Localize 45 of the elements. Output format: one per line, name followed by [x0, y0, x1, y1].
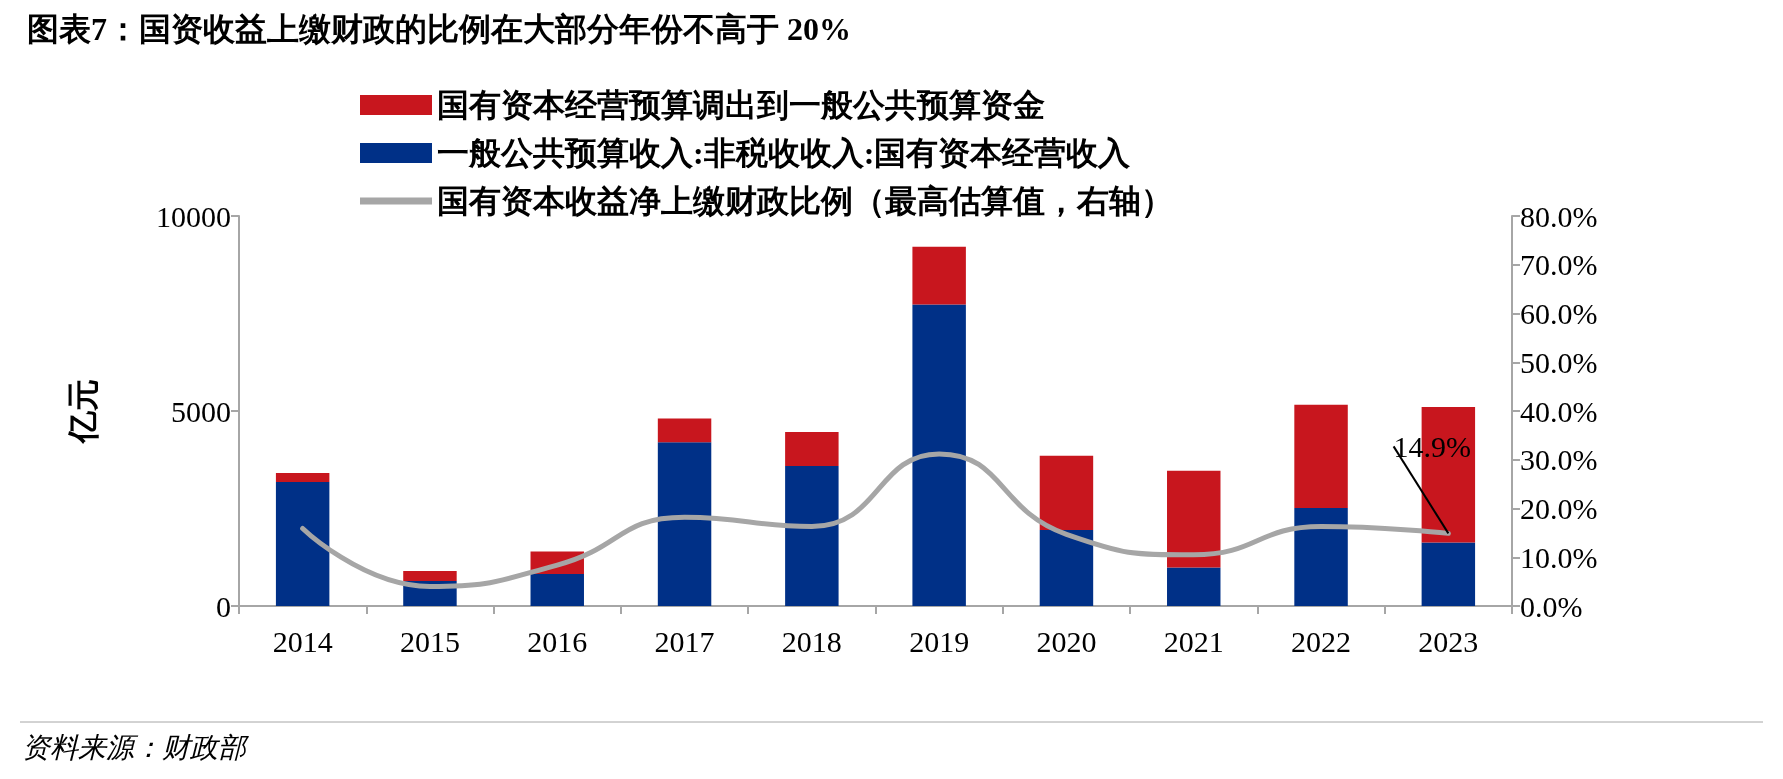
y2-tick-label: 50.0%: [1520, 345, 1598, 379]
text: 资料来源：财政部: [22, 731, 249, 763]
y2-tick-label: 20.0%: [1520, 492, 1598, 525]
bar: [1421, 542, 1476, 606]
legend-label: 一般公共预算收入:非税收收入:国有资本经营收入: [437, 135, 1132, 171]
y2-tick-label: 10.0%: [1520, 540, 1598, 574]
x-tick-label: 2015: [399, 624, 460, 658]
bar: [785, 465, 839, 606]
x-tick-label: 2019: [909, 624, 970, 658]
bar: [1294, 404, 1348, 509]
x-tick-label: 2016: [527, 624, 588, 658]
bar: [1167, 470, 1221, 568]
x-tick-label: 2023: [1418, 624, 1479, 658]
bar: [530, 574, 584, 606]
y2-tick-label: 80.0%: [1520, 199, 1598, 233]
y2-tick-label: 60.0%: [1520, 297, 1598, 330]
bar: [275, 473, 330, 482]
y2-tick-label: 70.0%: [1520, 248, 1598, 282]
bar: [403, 570, 457, 582]
y-tick-label: 0: [216, 589, 231, 623]
bar: [785, 432, 839, 466]
x-tick-label: 2018: [781, 624, 842, 658]
bar: [1039, 529, 1094, 606]
y2-tick-label: 40.0%: [1520, 394, 1598, 428]
bar: [275, 481, 330, 606]
bar: [912, 246, 966, 305]
x-tick-label: 2022: [1291, 624, 1352, 658]
y2-tick-label: 30.0%: [1520, 443, 1598, 477]
x-tick-label: 2020: [1036, 624, 1097, 658]
y-axis-title: 亿元: [65, 379, 101, 445]
legend-label: 国有资本收益净上缴财政比例（最高估算值，右轴）: [437, 183, 1173, 219]
bar: [1039, 455, 1094, 530]
x-tick-label: 2014: [272, 624, 333, 658]
bar: [1294, 508, 1348, 606]
y2-tick-label: 0.0%: [1520, 589, 1583, 623]
bar: [657, 418, 712, 443]
bar: [912, 304, 966, 606]
bar: [1167, 567, 1221, 606]
legend-label: 国有资本经营预算调出到一般公共预算资金: [437, 87, 1045, 123]
x-tick-label: 2017: [654, 624, 715, 658]
y-tick-label: 5000: [171, 394, 231, 428]
y-tick-label: 10000: [156, 199, 231, 233]
chart-title: 图表7：国资收益上缴财政的比例在大部分年份不高于 20%: [27, 11, 851, 47]
bar: [657, 442, 712, 606]
x-tick-label: 2021: [1163, 624, 1224, 658]
